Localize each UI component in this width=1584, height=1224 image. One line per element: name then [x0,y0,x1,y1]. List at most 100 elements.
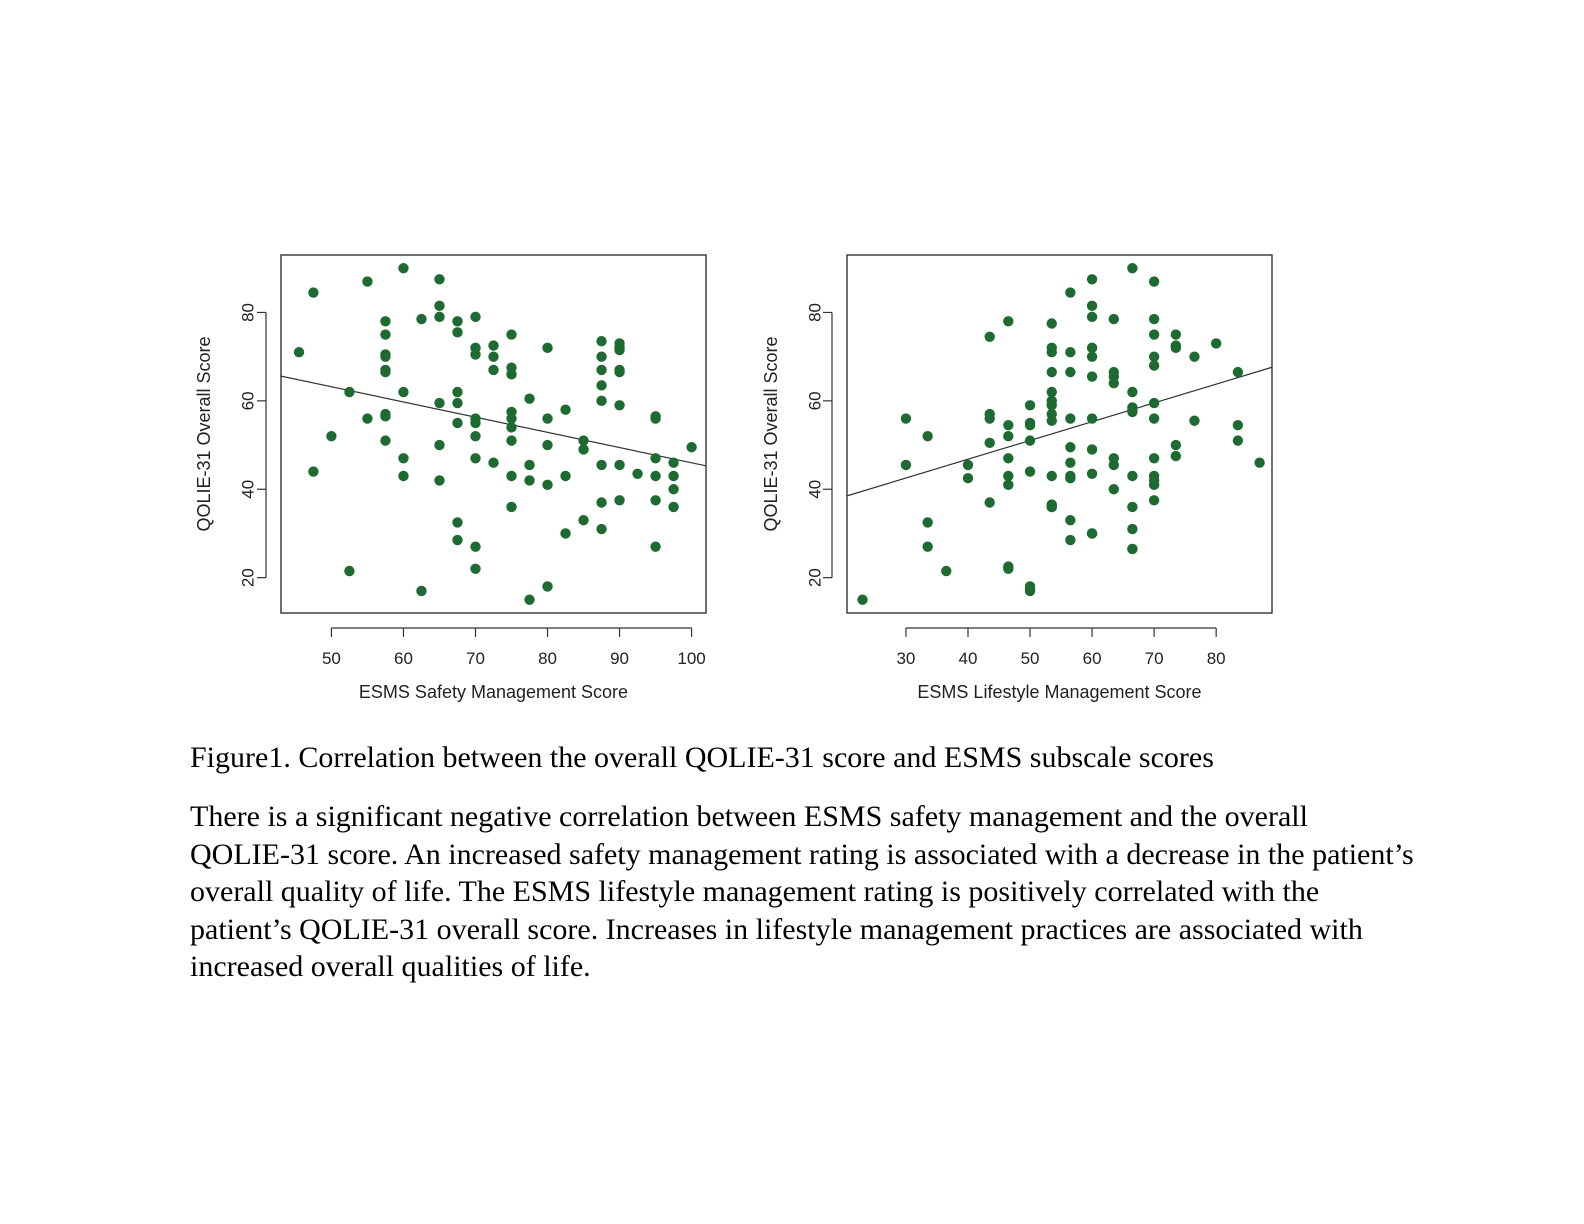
data-point [416,585,427,597]
data-point [380,366,391,378]
data-point [470,417,481,429]
data-point [1108,377,1119,389]
data-point [1086,351,1098,362]
data-point [1046,501,1057,513]
data-point [1170,450,1182,462]
x-tick-label: 50 [322,649,341,668]
regression-line [280,375,707,467]
data-point [596,523,607,535]
data-point [1003,453,1014,464]
scatter-plot-safety: 50 60 70 80 90 100 20 40 60 80 ESMS Safety Managem… [194,254,707,702]
data-point [344,386,355,398]
data-point [650,413,661,424]
data-point [380,329,391,340]
data-point [542,479,553,491]
data-point [488,457,499,468]
data-point [668,501,679,513]
data-point [326,431,337,442]
x-tick-label: 100 [677,649,705,668]
data-point [984,331,995,342]
data-point [1065,534,1076,546]
data-point [614,459,625,471]
data-point [452,397,463,409]
data-point [1254,457,1265,468]
data-point [1148,479,1160,491]
data-point [434,274,445,285]
data-point [1065,347,1076,358]
data-point [596,459,607,471]
data-point [614,400,625,411]
data-point [922,431,933,442]
y-tick-label: 20 [239,568,258,587]
data-point [650,495,661,506]
data-point [380,316,391,327]
data-point [941,565,952,577]
data-point [470,431,481,442]
data-point [434,300,445,312]
data-point [1148,397,1160,409]
data-point [1148,360,1160,371]
data-point [922,517,933,528]
data-point [452,417,463,429]
data-point [542,581,553,592]
data-point [452,327,463,338]
data-point [506,329,517,340]
data-point [1127,523,1138,535]
data-point [524,594,535,605]
y-tick-label: 40 [239,480,258,499]
data-point [560,404,571,415]
data-point [560,470,571,482]
data-point [1003,431,1014,442]
data-point [1148,495,1160,506]
x-tick-label: 80 [1207,649,1226,668]
data-point [1108,484,1119,495]
data-point [1148,276,1160,287]
x-axis-title: ESMS Lifestyle Management Score [917,682,1201,702]
x-tick-label: 60 [1083,649,1102,668]
x-tick-label: 70 [466,649,485,668]
data-point [1148,329,1160,340]
data-point [506,470,517,482]
data-point [1024,435,1036,446]
data-point [416,313,427,325]
data-point [380,435,391,446]
data-point [650,470,661,482]
y-axis-title: QOLIE-31 Overall Score [761,336,781,531]
data-point [596,380,607,391]
data-point [1024,400,1036,411]
data-point [1065,472,1076,484]
data-point [650,541,661,552]
x-tick-label: 80 [538,649,557,668]
data-point [1065,413,1076,424]
regression-line [846,366,1273,497]
data-point [434,397,445,409]
data-point [1046,386,1057,398]
data-point [344,565,355,577]
data-point [1024,583,1036,594]
data-point [506,501,517,513]
x-tick-label: 50 [1021,649,1040,668]
x-axis-title: ESMS Safety Management Score [359,682,628,702]
data-point [614,495,625,506]
data-point [900,413,912,424]
data-point [1127,263,1138,274]
data-point [1065,366,1076,378]
y-axis-title: QOLIE-31 Overall Score [194,336,214,531]
figure-caption: Figure1. Correlation between the overall… [190,741,1214,774]
data-point [434,439,445,451]
data-point [596,364,607,376]
data-point [524,393,535,404]
data-point [1148,351,1160,362]
data-point [1127,470,1138,482]
data-point [632,468,643,479]
data-point [398,453,409,464]
data-point [1003,419,1014,431]
data-point [1046,400,1057,411]
data-point [578,444,589,455]
data-point [398,470,409,482]
data-point [308,466,319,477]
data-point [506,369,517,380]
data-point [984,497,995,508]
data-point [1232,435,1244,446]
data-point [506,422,517,433]
